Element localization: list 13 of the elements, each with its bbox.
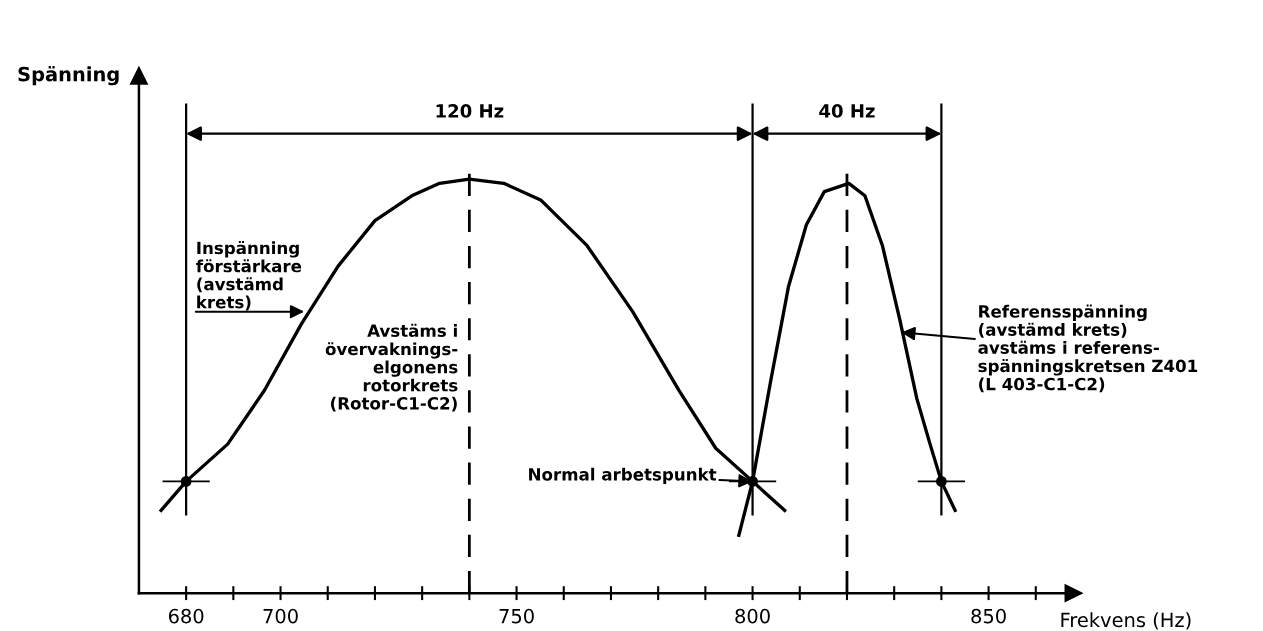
annotation: Avstäms i övervaknings- elgonens rotorkrets (Rotor-C1-C2) <box>325 323 458 412</box>
x-tick-label: 750 <box>499 608 534 624</box>
x-tick-label: 700 <box>263 608 298 624</box>
x-tick-label: 800 <box>735 608 770 624</box>
text: 120 Hz <box>436 104 504 118</box>
x-axis-title: Frekvens (Hz) <box>1061 612 1191 630</box>
x-tick-label: 680 <box>168 608 204 624</box>
annotation: Normal arbetspunkt <box>529 467 717 484</box>
annotation: Referensspänning (avstämd krets) avstäms i referens- spänningskretsen Z401 (L 403-C1-C2) <box>978 304 1198 393</box>
annotation: Inspänning förstärkare (avstämd krets) <box>196 241 302 311</box>
y-axis-title: Spänning <box>18 66 119 86</box>
x-tick-label: 850 <box>971 608 1006 624</box>
text: 40 Hz <box>819 104 875 118</box>
